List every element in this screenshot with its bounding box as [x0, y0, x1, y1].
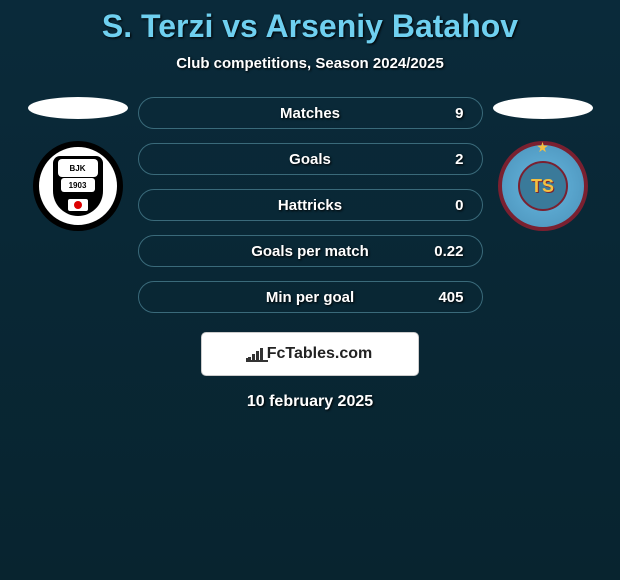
stat-bar: Matches 9: [138, 97, 483, 129]
date-text: 10 february 2025: [0, 393, 620, 411]
brand-text: FcTables.com: [267, 345, 373, 363]
badge-inner: TS: [518, 161, 568, 211]
left-ellipse: [28, 97, 128, 119]
badge-flag: [68, 199, 88, 211]
right-column: ★ TS: [493, 97, 593, 231]
subtitle: Club competitions, Season 2024/2025: [0, 55, 620, 72]
stat-label: Goals: [289, 151, 331, 168]
badge-year: 1903: [61, 178, 95, 192]
right-club-badge: ★ TS: [498, 141, 588, 231]
stat-value: 9: [455, 105, 463, 122]
left-club-badge: BJK 1903: [33, 141, 123, 231]
stat-value: 2: [455, 151, 463, 168]
stats-list: Matches 9 Goals 2 Hattricks 0 Goals per match 0…: [138, 97, 483, 313]
stat-value: 0.22: [434, 243, 463, 260]
stat-value: 405: [438, 289, 463, 306]
stat-value: 0: [455, 197, 463, 214]
stat-bar: Goals 2: [138, 143, 483, 175]
comparison-content: BJK 1903 Matches 9 Goals 2 Hattricks 0 Goals p…: [0, 97, 620, 313]
stat-bar: Goals per match 0.22: [138, 235, 483, 267]
badge-letters: TS: [531, 176, 554, 197]
left-column: BJK 1903: [28, 97, 128, 231]
stat-label: Min per goal: [266, 289, 354, 306]
stat-label: Matches: [280, 105, 340, 122]
chart-icon: [248, 346, 263, 362]
badge-shield: BJK 1903: [53, 156, 103, 216]
brand-box[interactable]: FcTables.com: [202, 333, 418, 375]
stat-bar: Hattricks 0: [138, 189, 483, 221]
stat-bar: Min per goal 405: [138, 281, 483, 313]
star-icon: ★: [536, 139, 549, 156]
badge-top-text: BJK: [58, 159, 98, 177]
brand-label: FcTables.com: [248, 345, 373, 363]
right-ellipse: [493, 97, 593, 119]
page-title: S. Terzi vs Arseniy Batahov: [0, 0, 620, 45]
stat-label: Goals per match: [251, 243, 369, 260]
stat-label: Hattricks: [278, 197, 342, 214]
